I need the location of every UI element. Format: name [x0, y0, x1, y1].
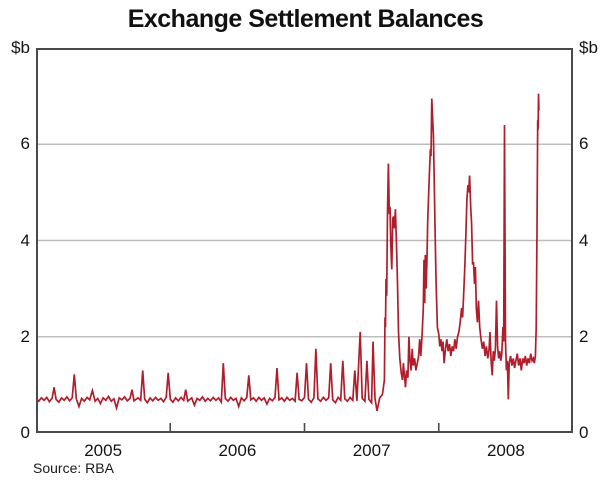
- y-tick-label-left-4: 4: [20, 230, 30, 250]
- y-tick-label-right-2: 2: [579, 326, 589, 346]
- chart-title: Exchange Settlement Balances: [127, 5, 484, 33]
- x-tick-label-2006: 2006: [218, 441, 257, 460]
- y-tick-label-left-0: 0: [20, 423, 30, 442]
- x-tick-label-2007: 2007: [352, 441, 391, 460]
- y-tick-label-left-6: 6: [20, 134, 30, 154]
- plot-area: [36, 48, 573, 433]
- y-tick-label-right-0: 0: [579, 423, 589, 442]
- source-note: Source: RBA: [33, 460, 114, 476]
- y-tick-label-right-4: 4: [579, 230, 589, 250]
- es-balances-line: [36, 93, 540, 412]
- line-chart-svg: [36, 48, 573, 433]
- x-tick-label-2008: 2008: [486, 441, 525, 460]
- y-axis-unit-right: $b: [579, 38, 598, 57]
- plot-frame: [36, 48, 573, 433]
- y-axis-unit-left: $b: [11, 38, 30, 57]
- y-tick-label-right-6: 6: [579, 134, 589, 154]
- x-tick-label-2005: 2005: [84, 441, 123, 460]
- y-tick-label-left-2: 2: [20, 326, 30, 346]
